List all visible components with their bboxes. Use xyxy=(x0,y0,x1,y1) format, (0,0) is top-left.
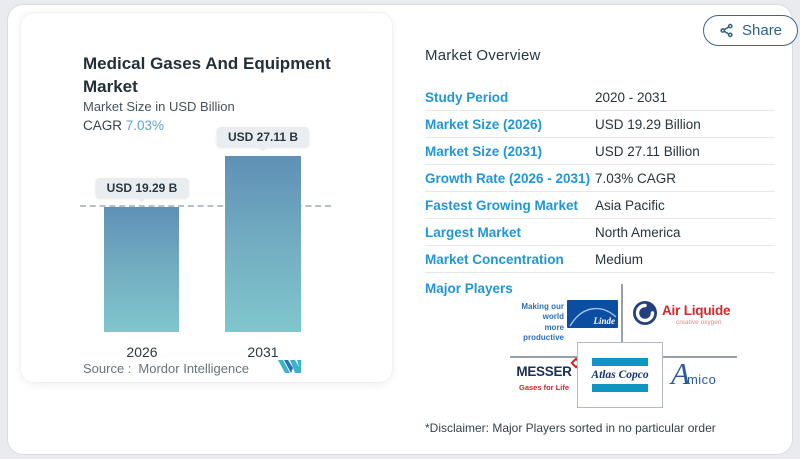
air-liquide-logo: Air Liquide creative oxygen xyxy=(632,300,731,326)
amico-initial: A xyxy=(671,356,690,391)
air-liquide-icon xyxy=(633,301,657,325)
bar-chart: USD 19.29 B USD 27.11 B 2026 2031 xyxy=(80,117,331,360)
row-value: 7.03% CAGR xyxy=(595,170,677,186)
source-name: Mordor Intelligence xyxy=(138,361,249,376)
atlas-copco-logo: Atlas Copco xyxy=(577,342,663,408)
row-value: Asia Pacific xyxy=(595,197,665,213)
row-label: Study Period xyxy=(425,89,509,105)
cagr-label: CAGR xyxy=(83,118,123,133)
x-axis-label-2031: 2031 xyxy=(247,344,279,360)
table-row: Market Size (2031) USD 27.11 Billion xyxy=(425,138,775,165)
messer-tagline: Gases for Life xyxy=(518,383,570,392)
table-row: Growth Rate (2026 - 2031) 7.03% CAGR xyxy=(425,165,775,192)
overview-heading: Market Overview xyxy=(425,47,541,64)
amico-wordmark: mico xyxy=(686,372,717,387)
overview-table: Study Period 2020 - 2031 Market Size (20… xyxy=(425,84,775,273)
major-players-label: Major Players xyxy=(425,281,513,296)
chart-subtitle: Market Size in USD Billion xyxy=(83,99,235,114)
row-label: Market Concentration xyxy=(425,251,564,267)
chart-card: Medical Gases And Equipment Market Marke… xyxy=(20,12,393,383)
table-row: Market Concentration Medium xyxy=(425,246,775,273)
row-label: Market Size (2031) xyxy=(425,143,543,159)
row-label: Market Size (2026) xyxy=(425,116,543,132)
air-liquide-wordmark: Air Liquide xyxy=(662,303,731,318)
bar-2031 xyxy=(225,156,301,332)
table-row: Study Period 2020 - 2031 xyxy=(425,84,775,111)
air-liquide-tagline: creative oxygen xyxy=(676,319,722,326)
table-row: Largest Market North America xyxy=(425,219,775,246)
row-value: USD 19.29 Billion xyxy=(595,116,701,132)
reference-dashed-line xyxy=(80,205,331,207)
bar-value-label-2031: USD 27.11 B xyxy=(216,127,310,152)
chart-title: Medical Gases And Equipment Market xyxy=(83,54,331,96)
linde-tagline: Making our world more productive xyxy=(521,302,564,343)
table-row: Fastest Growing Market Asia Pacific xyxy=(425,192,775,219)
bar-2026 xyxy=(104,207,179,332)
linde-logo: Linde xyxy=(567,300,618,328)
table-row: Market Size (2026) USD 19.29 Billion xyxy=(425,111,775,138)
linde-swoosh-icon xyxy=(569,308,617,327)
row-label: Largest Market xyxy=(425,224,522,240)
row-value: 2020 - 2031 xyxy=(595,89,668,105)
row-label: Growth Rate (2026 - 2031) xyxy=(425,170,591,186)
disclaimer-text: *Disclaimer: Major Players sorted in no … xyxy=(425,421,716,435)
row-label: Fastest Growing Market xyxy=(425,197,579,213)
messer-logo: MESSER Gases for Life xyxy=(512,357,582,392)
messer-wordmark: MESSER xyxy=(516,364,572,379)
row-value: North America xyxy=(595,224,681,240)
atlas-copco-wordmark: Atlas Copco xyxy=(591,369,649,381)
cagr-value: 7.03% xyxy=(125,118,165,133)
share-icon xyxy=(720,23,733,38)
bar-value-label-2026: USD 19.29 B xyxy=(95,178,189,203)
x-axis-label-2026: 2026 xyxy=(126,344,158,360)
mordor-intelligence-logo-icon xyxy=(278,360,301,373)
atlas-stripe-bottom xyxy=(592,384,648,392)
linde-wordmark: Linde xyxy=(593,316,616,326)
amico-logo: Amico xyxy=(671,358,716,389)
share-label: Share xyxy=(742,22,783,39)
source-label: Source : xyxy=(83,361,132,376)
row-value: USD 27.11 Billion xyxy=(595,143,700,159)
connector-vertical-line xyxy=(621,284,623,343)
source-attribution: Source : Mordor Intelligence xyxy=(83,361,249,376)
row-value: Medium xyxy=(595,251,644,267)
share-button[interactable]: Share xyxy=(703,15,799,46)
atlas-stripe-top xyxy=(592,358,648,366)
cagr-line: CAGR 7.03% xyxy=(83,118,164,133)
